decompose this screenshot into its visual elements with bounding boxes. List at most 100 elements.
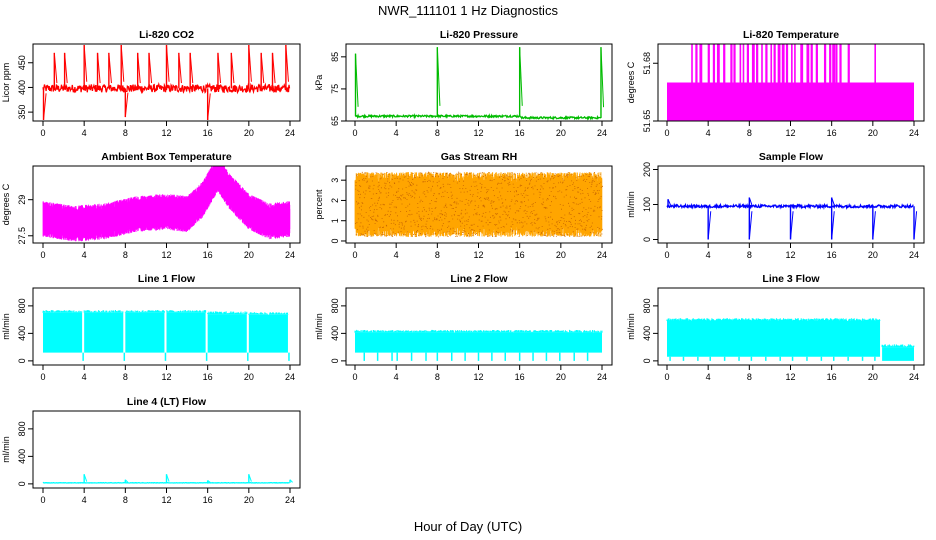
spike-tail bbox=[137, 52, 141, 84]
x-tick-label: 16 bbox=[203, 250, 213, 260]
flow-band-noise bbox=[666, 318, 881, 321]
spike-tail bbox=[289, 479, 293, 483]
x-tick-label: 0 bbox=[664, 128, 669, 138]
panel-line4: Line 4 (LT) Flow ml/min 0 4 8 12 16 20 24 0 400 800 bbox=[1, 396, 301, 505]
x-tick-label: 16 bbox=[827, 372, 837, 382]
spike-tail bbox=[831, 211, 835, 240]
y-axis-label: degrees C bbox=[626, 61, 636, 103]
y-tick-label: 51.68 bbox=[642, 52, 652, 75]
spike-tail bbox=[43, 93, 47, 121]
x-tick-label: 8 bbox=[747, 250, 752, 260]
panel-title: Line 3 Flow bbox=[762, 273, 820, 285]
flow-band bbox=[355, 332, 602, 353]
x-tick-label: 20 bbox=[556, 250, 566, 260]
x-tick-label: 4 bbox=[394, 250, 399, 260]
y-tick-label: 0 bbox=[330, 238, 340, 243]
panel-sample_flow: Sample Flow ml/min 0 4 8 12 16 20 24 0 100 200 bbox=[626, 151, 925, 260]
x-tick-label: 0 bbox=[664, 250, 669, 260]
x-tick-label: 20 bbox=[244, 128, 254, 138]
series-line2 bbox=[354, 329, 603, 361]
y-tick-label: 200 bbox=[642, 162, 652, 177]
figure-title: NWR_111101 1 Hz Diagnostics bbox=[378, 3, 558, 18]
y-tick-label: 400 bbox=[330, 326, 340, 341]
panel-box_temp: Ambient Box Temperature degrees C 0 4 8 12 16 2… bbox=[1, 151, 301, 260]
spike-tail bbox=[667, 199, 672, 206]
series-line3 bbox=[666, 318, 915, 361]
x-tick-label: 12 bbox=[473, 372, 483, 382]
spike-tail bbox=[120, 44, 125, 82]
y-tick-label: 800 bbox=[17, 298, 27, 313]
flow-band-noise bbox=[166, 310, 207, 313]
flow-band bbox=[667, 321, 881, 357]
figure-xlabel: Hour of Day (UTC) bbox=[414, 519, 522, 534]
x-tick-label: 0 bbox=[40, 495, 45, 505]
spike-tail bbox=[230, 52, 235, 84]
baseline-trace bbox=[354, 113, 602, 121]
x-tick-label: 4 bbox=[82, 250, 87, 260]
spike-tail bbox=[248, 44, 252, 82]
x-tick-label: 4 bbox=[82, 128, 87, 138]
series-licor_temp bbox=[667, 44, 914, 121]
flow-band bbox=[84, 312, 124, 353]
y-tick-label: 0 bbox=[642, 237, 652, 242]
spike-tail bbox=[148, 52, 153, 84]
spike-tail bbox=[519, 47, 523, 106]
x-tick-label: 20 bbox=[244, 250, 254, 260]
spike-tail bbox=[707, 211, 712, 240]
y-axis-label: percent bbox=[314, 189, 324, 220]
spike-tail bbox=[83, 44, 88, 82]
y-axis-label: ml/min bbox=[314, 313, 324, 340]
spike-tail bbox=[166, 474, 170, 482]
flow-band-noise bbox=[42, 310, 83, 313]
x-tick-label: 8 bbox=[123, 495, 128, 505]
x-tick-label: 16 bbox=[203, 128, 213, 138]
panel-title: Line 4 (LT) Flow bbox=[127, 396, 207, 408]
y-tick-label: 29 bbox=[17, 195, 27, 205]
series-box_temp bbox=[42, 166, 291, 242]
flow-band bbox=[248, 314, 288, 353]
spike-tail bbox=[748, 197, 753, 206]
spike-tail bbox=[97, 52, 101, 84]
x-tick-label: 16 bbox=[827, 128, 837, 138]
x-tick-label: 8 bbox=[747, 372, 752, 382]
x-tick-label: 12 bbox=[473, 128, 483, 138]
y-tick-label: 800 bbox=[17, 421, 27, 436]
x-tick-label: 16 bbox=[515, 372, 525, 382]
x-tick-label: 24 bbox=[909, 250, 919, 260]
x-tick-label: 20 bbox=[556, 372, 566, 382]
x-tick-label: 0 bbox=[40, 128, 45, 138]
y-tick-label: 3 bbox=[330, 178, 340, 183]
x-tick-label: 24 bbox=[285, 372, 295, 382]
y-axis-label: ml/min bbox=[1, 313, 11, 340]
x-tick-label: 8 bbox=[435, 250, 440, 260]
x-tick-label: 16 bbox=[827, 250, 837, 260]
y-tick-label: 100 bbox=[642, 197, 652, 212]
plot-frame bbox=[345, 43, 613, 122]
x-tick-label: 4 bbox=[394, 372, 399, 382]
spike-tail bbox=[217, 52, 222, 84]
y-tick-label: 75 bbox=[330, 84, 340, 94]
spike-tail bbox=[124, 479, 129, 483]
flow-band-noise bbox=[881, 344, 915, 348]
panel-title: Li-820 Temperature bbox=[743, 29, 839, 41]
x-tick-label: 8 bbox=[435, 128, 440, 138]
spike-tail bbox=[600, 47, 605, 108]
noise-band bbox=[354, 172, 603, 237]
x-tick-label: 12 bbox=[161, 495, 171, 505]
x-tick-label: 16 bbox=[515, 128, 525, 138]
series-rh bbox=[354, 171, 603, 238]
x-tick-label: 16 bbox=[203, 495, 213, 505]
panel-title: Li-820 CO2 bbox=[139, 29, 194, 41]
y-tick-label: 400 bbox=[17, 80, 27, 95]
spike-tail bbox=[83, 474, 88, 482]
spike-tail bbox=[166, 44, 170, 82]
x-tick-label: 0 bbox=[664, 372, 669, 382]
y-axis-label: ml/min bbox=[626, 191, 636, 218]
flow-band-noise bbox=[354, 329, 603, 333]
x-tick-label: 16 bbox=[515, 250, 525, 260]
fill-band bbox=[667, 82, 914, 121]
y-tick-label: 450 bbox=[17, 55, 27, 70]
x-tick-label: 20 bbox=[556, 128, 566, 138]
x-tick-label: 24 bbox=[285, 250, 295, 260]
spike-tail bbox=[260, 52, 265, 84]
